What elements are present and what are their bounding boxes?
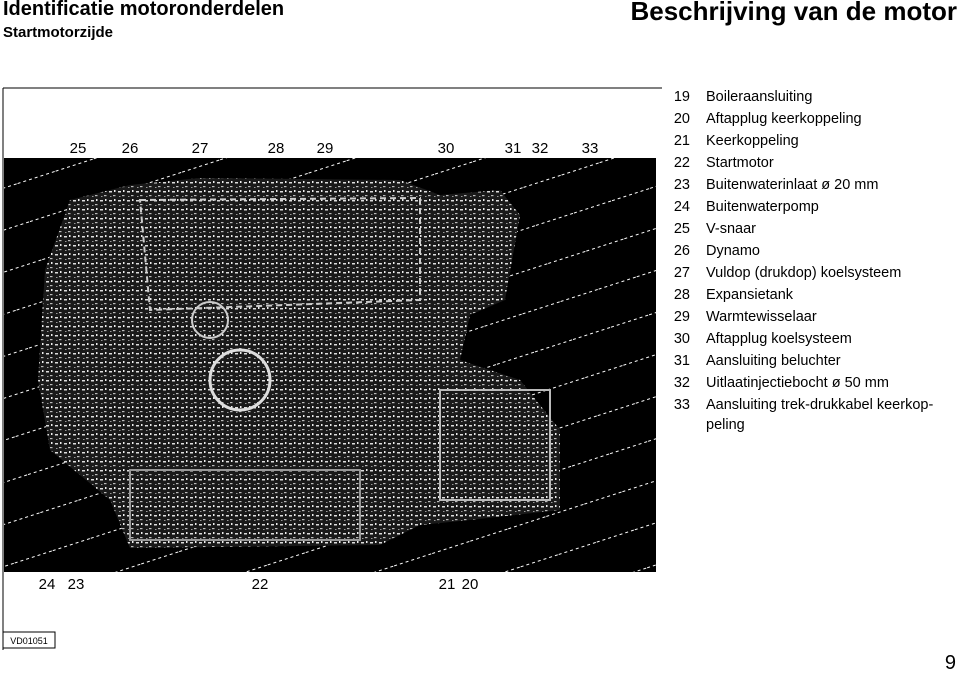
callout-label: 32 bbox=[532, 140, 549, 157]
part-label: Startmotor bbox=[706, 155, 774, 171]
callout-label: 20 bbox=[462, 576, 479, 593]
left-subtitle: Startmotorzijde bbox=[3, 24, 114, 41]
part-row: 30 Aftapplug koelsysteem bbox=[668, 329, 958, 351]
part-number: 19 bbox=[673, 89, 690, 105]
part-label: Expansietank bbox=[706, 287, 794, 303]
callout-label: 28 bbox=[268, 140, 285, 157]
part-row: 25 V-snaar bbox=[668, 219, 958, 241]
part-label: V-snaar bbox=[706, 221, 756, 237]
part-label: Vuldop (drukdop) koelsysteem bbox=[706, 265, 902, 281]
part-row: 23 Buitenwaterinlaat ø 20 mm bbox=[668, 175, 958, 197]
part-row: 21 Keerkoppeling bbox=[668, 131, 958, 153]
part-number: 26 bbox=[673, 243, 690, 259]
part-number: 23 bbox=[673, 177, 690, 193]
callout-label: 31 bbox=[505, 140, 522, 157]
part-row: 32 Uitlaatinjectiebocht ø 50 mm bbox=[668, 373, 958, 395]
left-title: Identificatie motoronderdelen bbox=[3, 0, 285, 20]
part-label: Buitenwaterinlaat ø 20 mm bbox=[706, 177, 879, 193]
figure-code: VD01051 bbox=[10, 636, 48, 646]
part-label: Keerkoppeling bbox=[706, 133, 799, 149]
part-number: 31 bbox=[673, 353, 690, 369]
callout-label: 33 bbox=[582, 140, 599, 157]
part-label: Aansluiting beluchter bbox=[706, 353, 841, 369]
part-row: 29 Warmtewisselaar bbox=[668, 307, 958, 329]
callout-label: 24 bbox=[39, 576, 56, 593]
part-row: 31 Aansluiting beluchter bbox=[668, 351, 958, 373]
callout-label: 22 bbox=[252, 576, 269, 593]
part-number: 21 bbox=[673, 133, 690, 149]
callout-label: 30 bbox=[438, 140, 455, 157]
part-row: 24 Buitenwaterpomp bbox=[668, 197, 958, 219]
part-number: 32 bbox=[673, 375, 690, 391]
part-row: 19 Boileraansluiting bbox=[668, 87, 958, 109]
part-label: Dynamo bbox=[706, 243, 760, 259]
part-row: 26 Dynamo bbox=[668, 241, 958, 263]
part-number: 24 bbox=[673, 199, 690, 215]
right-title: Beschrijving van de motor bbox=[630, 0, 957, 26]
callout-label: 27 bbox=[192, 140, 209, 157]
part-label: Aftapplug koelsysteem bbox=[706, 331, 852, 347]
part-label: Boileraansluiting bbox=[706, 89, 813, 105]
part-number: 27 bbox=[673, 265, 690, 281]
part-label: Aansluiting trek-drukkabel keerkop- peli… bbox=[706, 397, 934, 433]
part-number: 33 bbox=[673, 397, 690, 413]
callout-label: 29 bbox=[317, 140, 334, 157]
part-number: 22 bbox=[673, 155, 690, 171]
callout-label: 25 bbox=[70, 140, 87, 157]
part-label: Warmtewisselaar bbox=[706, 309, 817, 325]
parts-list: 19 Boileraansluiting 20 Aftapplug keerkoppe… bbox=[668, 87, 958, 433]
part-row: 27 Vuldop (drukdop) koelsysteem bbox=[668, 263, 958, 285]
part-number: 20 bbox=[673, 111, 690, 127]
part-row: 20 Aftapplug keerkoppeling bbox=[668, 109, 958, 131]
part-label: Buitenwaterpomp bbox=[706, 199, 819, 215]
part-number: 29 bbox=[673, 309, 690, 325]
part-row: 28 Expansietank bbox=[668, 285, 958, 307]
page-number: 9 bbox=[944, 652, 956, 674]
part-label: Aftapplug keerkoppeling bbox=[706, 111, 862, 127]
part-number: 28 bbox=[673, 287, 690, 303]
part-label: Uitlaatinjectiebocht ø 50 mm bbox=[706, 375, 889, 391]
figure: VD01051 25 26 27 28 29 30 31 32 33 24 23 22 21 20 bbox=[2, 87, 662, 650]
part-row: 33 Aansluiting trek-drukkabel keerkop- pe… bbox=[668, 395, 958, 433]
callout-label: 21 bbox=[439, 576, 456, 593]
part-row: 22 Startmotor bbox=[668, 153, 958, 175]
callout-label: 26 bbox=[122, 140, 139, 157]
callout-label: 23 bbox=[68, 576, 85, 593]
part-number: 30 bbox=[673, 331, 690, 347]
part-number: 25 bbox=[673, 221, 690, 237]
